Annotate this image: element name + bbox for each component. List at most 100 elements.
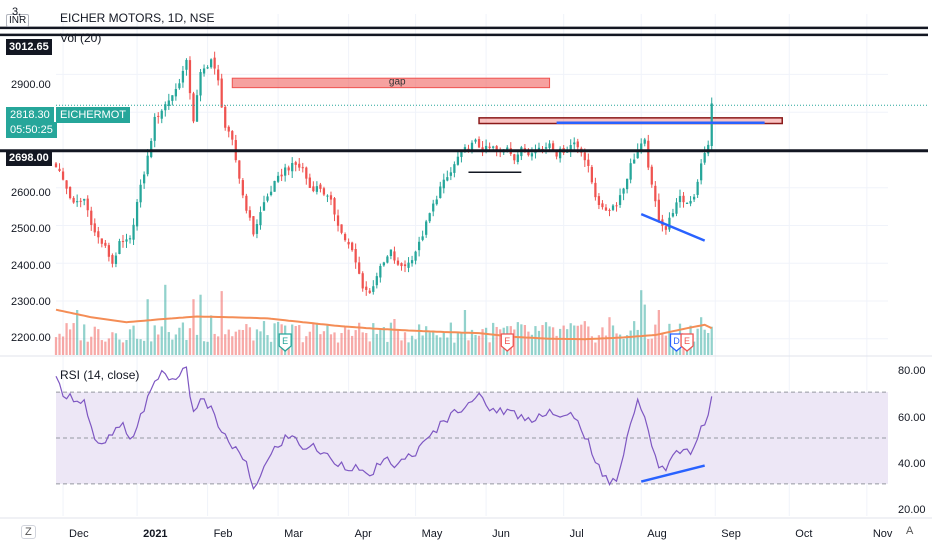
price-tick: 2200.00 — [11, 332, 51, 344]
candle-body — [643, 139, 646, 144]
volume-bar — [375, 333, 378, 355]
candle-body — [615, 205, 618, 207]
volume-bar — [107, 338, 111, 355]
gap-label: gap — [389, 77, 406, 88]
candle-body — [209, 59, 213, 68]
volume-bar — [389, 322, 393, 355]
top-partial-label: 3, — [12, 6, 22, 18]
candle-body — [396, 260, 400, 265]
zoom-button[interactable]: Z — [21, 525, 36, 539]
candle-body — [710, 103, 713, 147]
volume-bar — [456, 331, 460, 355]
candle-body — [685, 203, 689, 205]
volume-bar — [298, 325, 301, 355]
candle-body — [97, 231, 100, 238]
candle-body — [495, 146, 498, 151]
volume-bar — [601, 327, 604, 355]
earnings-marker[interactable]: E — [680, 333, 694, 352]
volume-bar — [417, 324, 421, 355]
candle-body — [188, 60, 192, 94]
auto-scale-button[interactable]: A — [906, 525, 914, 537]
candle-body — [414, 251, 417, 261]
volume-bar — [400, 340, 403, 355]
candle-body — [202, 68, 206, 74]
candle-body — [312, 186, 315, 192]
volume-bar — [622, 338, 625, 355]
volume-bar — [527, 331, 530, 355]
candle-body — [298, 163, 301, 168]
volume-bar — [611, 325, 615, 355]
candle-body — [389, 249, 393, 257]
candle-body — [576, 141, 579, 148]
candle-body — [121, 241, 125, 243]
candle-body — [636, 149, 639, 159]
volume-bar — [643, 304, 646, 355]
candle-body — [217, 69, 220, 81]
candle-body — [551, 143, 555, 152]
volume-bar — [188, 328, 192, 355]
time-tick: Feb — [213, 528, 233, 540]
candle-body — [700, 163, 703, 181]
volume-bar — [470, 329, 474, 355]
volume-bar — [407, 342, 410, 355]
price-tick: 2600.00 — [11, 187, 51, 199]
candle-body — [107, 245, 111, 257]
candle-body — [375, 276, 378, 286]
volume-bar — [668, 323, 671, 355]
candle-body — [555, 151, 558, 157]
earnings-marker[interactable]: E — [500, 333, 514, 352]
volume-bar — [135, 338, 139, 355]
gap-zone — [231, 77, 551, 89]
volume-bar — [555, 335, 558, 355]
rsi-tick: 20.00 — [898, 504, 926, 516]
volume-label[interactable]: Vol (20) — [60, 31, 102, 45]
currency-label: INR — [6, 14, 30, 27]
volume-bar — [657, 310, 660, 355]
volume-bar — [220, 291, 223, 355]
candle-body — [153, 116, 156, 141]
volume-bar — [453, 342, 456, 355]
candle-body — [692, 196, 696, 200]
volume-bar — [326, 325, 329, 355]
ticker-label: EICHERMOT — [56, 107, 130, 123]
volume-bar — [301, 342, 304, 355]
volume-bar — [72, 323, 75, 355]
volume-bar — [594, 342, 597, 355]
volume-bar — [118, 339, 121, 355]
volume-bar — [252, 340, 255, 355]
volume-bar — [703, 329, 706, 355]
candle-body — [305, 167, 308, 179]
price-tick: 2300.00 — [11, 296, 51, 308]
volume-bar — [428, 332, 431, 355]
countdown-label: 05:50:25 — [6, 122, 57, 138]
earnings-marker[interactable]: E — [278, 333, 292, 352]
candle-body — [326, 195, 329, 197]
volume-bar — [358, 322, 361, 355]
volume-bar — [516, 322, 519, 355]
candle-body — [343, 234, 347, 241]
volume-bar — [432, 330, 435, 355]
candle-body — [128, 238, 132, 240]
candle-body — [93, 223, 96, 233]
candle-body — [83, 198, 86, 201]
candle-body — [654, 185, 657, 202]
rsi-title[interactable]: RSI (14, close) — [60, 368, 140, 382]
price-tick: 2900.00 — [11, 79, 51, 91]
candle-body — [255, 224, 259, 234]
candle-body — [220, 78, 223, 108]
volume-bar — [76, 310, 79, 355]
candle-body — [678, 196, 682, 203]
currency-badge[interactable]: INR — [6, 10, 30, 28]
volume-bar — [520, 324, 523, 355]
candle-body — [403, 264, 407, 267]
candle-body — [291, 163, 294, 172]
candle-body — [537, 147, 541, 150]
event-badge — [278, 333, 292, 352]
volume-bar — [566, 329, 569, 355]
symbol-title[interactable]: EICHER MOTORS, 1D, NSE — [60, 11, 215, 25]
candle-body — [407, 262, 410, 268]
volume-bar — [604, 335, 608, 355]
rsi-line — [55, 366, 713, 490]
candle-body — [361, 273, 364, 289]
